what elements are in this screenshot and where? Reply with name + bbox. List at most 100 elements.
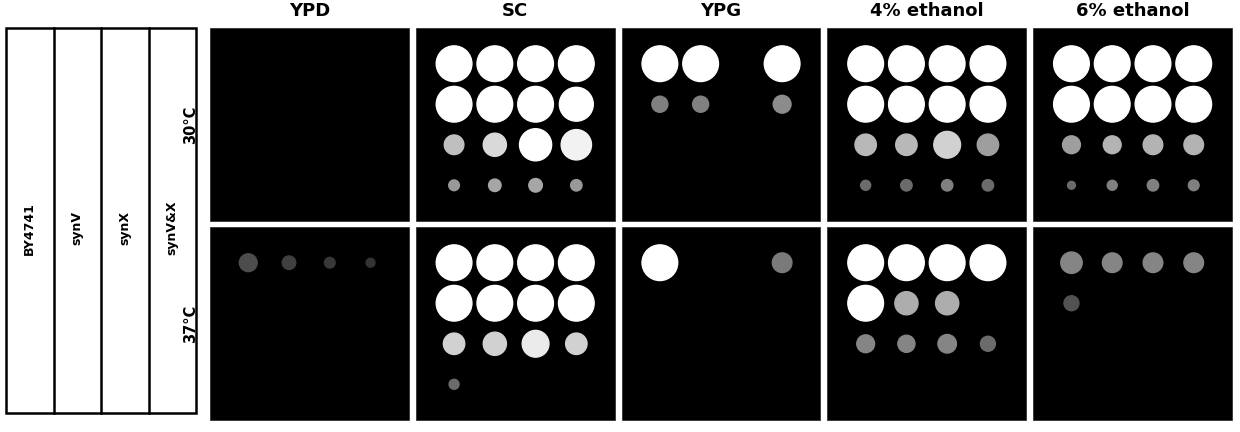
Circle shape xyxy=(642,46,678,82)
Circle shape xyxy=(1102,253,1122,273)
Circle shape xyxy=(981,336,996,351)
Circle shape xyxy=(1176,46,1211,82)
Circle shape xyxy=(929,86,965,122)
Circle shape xyxy=(1060,252,1083,273)
Circle shape xyxy=(848,286,884,321)
Circle shape xyxy=(683,46,718,82)
Circle shape xyxy=(518,245,553,280)
Bar xyxy=(415,28,615,221)
Circle shape xyxy=(484,332,506,356)
Circle shape xyxy=(1095,46,1130,82)
Text: BY4741: BY4741 xyxy=(24,202,36,254)
Circle shape xyxy=(854,134,877,156)
Bar xyxy=(1033,227,1233,420)
Circle shape xyxy=(1064,296,1079,311)
Circle shape xyxy=(436,286,472,321)
Circle shape xyxy=(889,86,924,122)
Circle shape xyxy=(444,333,465,355)
Text: synV&X: synV&X xyxy=(166,201,179,255)
Circle shape xyxy=(1107,180,1117,190)
Circle shape xyxy=(898,335,915,353)
Circle shape xyxy=(518,46,553,82)
Circle shape xyxy=(449,180,459,191)
Circle shape xyxy=(239,254,257,272)
Circle shape xyxy=(774,95,791,113)
Bar xyxy=(210,28,409,221)
Bar xyxy=(827,28,1027,221)
Circle shape xyxy=(562,130,591,160)
Circle shape xyxy=(436,86,472,122)
Circle shape xyxy=(1143,135,1163,155)
Circle shape xyxy=(477,86,512,122)
Circle shape xyxy=(518,286,553,321)
Circle shape xyxy=(1143,253,1163,273)
Circle shape xyxy=(895,134,918,156)
Circle shape xyxy=(1147,180,1158,191)
Circle shape xyxy=(520,129,552,161)
Text: synV: synV xyxy=(71,211,84,245)
Bar xyxy=(1033,28,1233,221)
Circle shape xyxy=(1176,86,1211,122)
Circle shape xyxy=(477,46,512,82)
Circle shape xyxy=(937,334,956,353)
Bar xyxy=(210,227,409,420)
Circle shape xyxy=(522,330,549,357)
Circle shape xyxy=(929,245,965,280)
Circle shape xyxy=(436,245,472,280)
Circle shape xyxy=(642,245,678,280)
Circle shape xyxy=(861,180,870,190)
Circle shape xyxy=(848,245,884,280)
Text: YPD: YPD xyxy=(289,2,330,20)
Circle shape xyxy=(982,180,993,191)
Circle shape xyxy=(936,292,959,315)
Circle shape xyxy=(929,46,965,82)
Circle shape xyxy=(325,257,335,268)
Text: 30°C: 30°C xyxy=(184,105,198,144)
Circle shape xyxy=(366,258,374,267)
Circle shape xyxy=(1095,86,1130,122)
Circle shape xyxy=(477,245,512,280)
Circle shape xyxy=(1063,136,1080,154)
Circle shape xyxy=(559,87,593,121)
Circle shape xyxy=(477,286,512,321)
Bar xyxy=(621,28,821,221)
Circle shape xyxy=(857,335,874,353)
Circle shape xyxy=(900,180,913,191)
Circle shape xyxy=(1184,253,1204,273)
Circle shape xyxy=(528,178,542,192)
Circle shape xyxy=(934,131,961,158)
Circle shape xyxy=(977,134,998,156)
Circle shape xyxy=(895,292,918,315)
Circle shape xyxy=(1054,46,1089,82)
Circle shape xyxy=(1135,46,1171,82)
Circle shape xyxy=(970,86,1006,122)
Circle shape xyxy=(518,86,553,122)
Circle shape xyxy=(1135,86,1171,122)
Text: SC: SC xyxy=(502,2,528,20)
Bar xyxy=(827,227,1027,420)
Text: 4% ethanol: 4% ethanol xyxy=(870,2,983,20)
Circle shape xyxy=(449,379,459,389)
Circle shape xyxy=(1184,135,1204,155)
Bar xyxy=(415,227,615,420)
Circle shape xyxy=(848,86,884,122)
Circle shape xyxy=(693,96,708,112)
Circle shape xyxy=(489,179,501,191)
Circle shape xyxy=(941,180,952,191)
Bar xyxy=(6,28,196,413)
Circle shape xyxy=(848,46,884,82)
Circle shape xyxy=(970,46,1006,82)
Circle shape xyxy=(773,253,792,273)
Circle shape xyxy=(1104,136,1121,154)
Bar xyxy=(621,227,821,420)
Circle shape xyxy=(484,133,506,156)
Circle shape xyxy=(1068,181,1075,189)
Circle shape xyxy=(436,46,472,82)
Circle shape xyxy=(558,286,594,321)
Text: 6% ethanol: 6% ethanol xyxy=(1076,2,1189,20)
Text: synX: synX xyxy=(118,211,131,245)
Circle shape xyxy=(970,245,1006,280)
Circle shape xyxy=(444,135,464,155)
Circle shape xyxy=(1054,86,1089,122)
Text: 37°C: 37°C xyxy=(184,305,198,343)
